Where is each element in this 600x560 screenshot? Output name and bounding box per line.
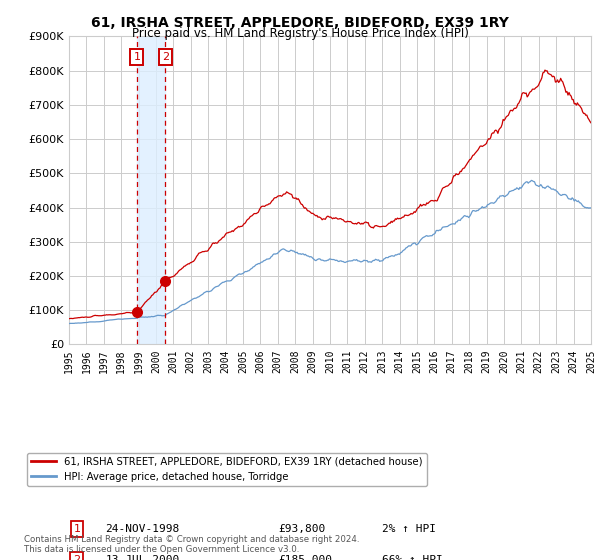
Text: 61, IRSHA STREET, APPLEDORE, BIDEFORD, EX39 1RY: 61, IRSHA STREET, APPLEDORE, BIDEFORD, E… — [91, 16, 509, 30]
Text: 24-NOV-1998: 24-NOV-1998 — [106, 524, 180, 534]
Text: 2% ↑ HPI: 2% ↑ HPI — [382, 524, 436, 534]
Text: 1: 1 — [133, 52, 140, 62]
Text: 2: 2 — [162, 52, 169, 62]
Text: 66% ↑ HPI: 66% ↑ HPI — [382, 555, 443, 560]
Legend: 61, IRSHA STREET, APPLEDORE, BIDEFORD, EX39 1RY (detached house), HPI: Average p: 61, IRSHA STREET, APPLEDORE, BIDEFORD, E… — [27, 452, 427, 486]
Text: Contains HM Land Registry data © Crown copyright and database right 2024.
This d: Contains HM Land Registry data © Crown c… — [24, 535, 359, 554]
Text: 13-JUL-2000: 13-JUL-2000 — [106, 555, 180, 560]
Text: £93,800: £93,800 — [278, 524, 325, 534]
Text: 2: 2 — [73, 555, 80, 560]
Text: 1: 1 — [73, 524, 80, 534]
Bar — [137, 36, 166, 344]
Text: Price paid vs. HM Land Registry's House Price Index (HPI): Price paid vs. HM Land Registry's House … — [131, 27, 469, 40]
Text: £185,000: £185,000 — [278, 555, 332, 560]
